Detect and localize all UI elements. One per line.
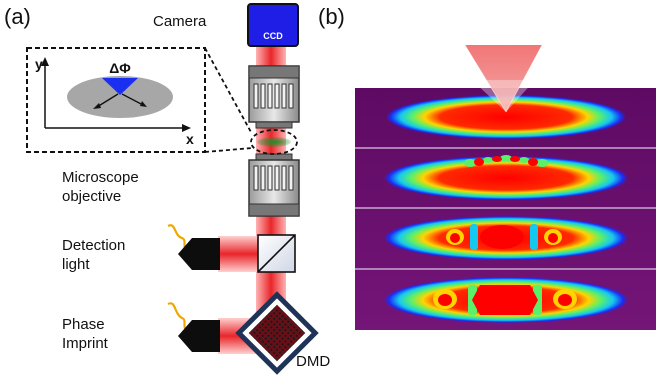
- camera-label: Camera: [153, 13, 207, 30]
- phase-jump-label: ΔΦ: [109, 60, 131, 76]
- lower-objective: [248, 153, 300, 217]
- detection-laser-head: [167, 224, 220, 270]
- beam-splitter: [257, 234, 296, 273]
- objective-label-line1: Microscope: [62, 169, 139, 186]
- simulation-panel: [355, 44, 656, 330]
- phase-laser-head: [167, 302, 220, 352]
- inset-connector-bottom: [204, 147, 253, 153]
- inset-connector-top: [204, 47, 253, 135]
- frame-2: [384, 155, 628, 200]
- objective-label-line2: objective: [62, 188, 122, 205]
- dmd-device: [235, 291, 319, 375]
- ccd-label: CCD: [263, 31, 283, 41]
- upper-objective: [248, 65, 300, 129]
- condensate-disc: [67, 76, 173, 118]
- illumination-cone: [464, 44, 543, 113]
- phase-label-line2: Imprint: [62, 335, 108, 352]
- inset-phase-diagram: [26, 47, 206, 153]
- inset-y-axis-label: y: [35, 56, 43, 72]
- inset-x-axis-label: x: [186, 131, 194, 147]
- focus-highlight-ellipse: [250, 129, 298, 155]
- atom-cloud: [257, 137, 291, 147]
- frame-4: [384, 277, 628, 323]
- detection-label-line2: light: [62, 256, 90, 273]
- detection-beam: [218, 236, 263, 272]
- frame-1: [386, 95, 626, 139]
- frame-3: [384, 216, 628, 260]
- dmd-label: DMD: [296, 353, 331, 370]
- panel-b-label: (b): [318, 4, 345, 29]
- phase-step-wedge: [102, 78, 138, 95]
- detection-label-line1: Detection: [62, 237, 126, 254]
- panel-a-label: (a): [4, 4, 31, 29]
- ccd-camera: [247, 3, 299, 47]
- phase-label-line1: Phase: [62, 316, 105, 333]
